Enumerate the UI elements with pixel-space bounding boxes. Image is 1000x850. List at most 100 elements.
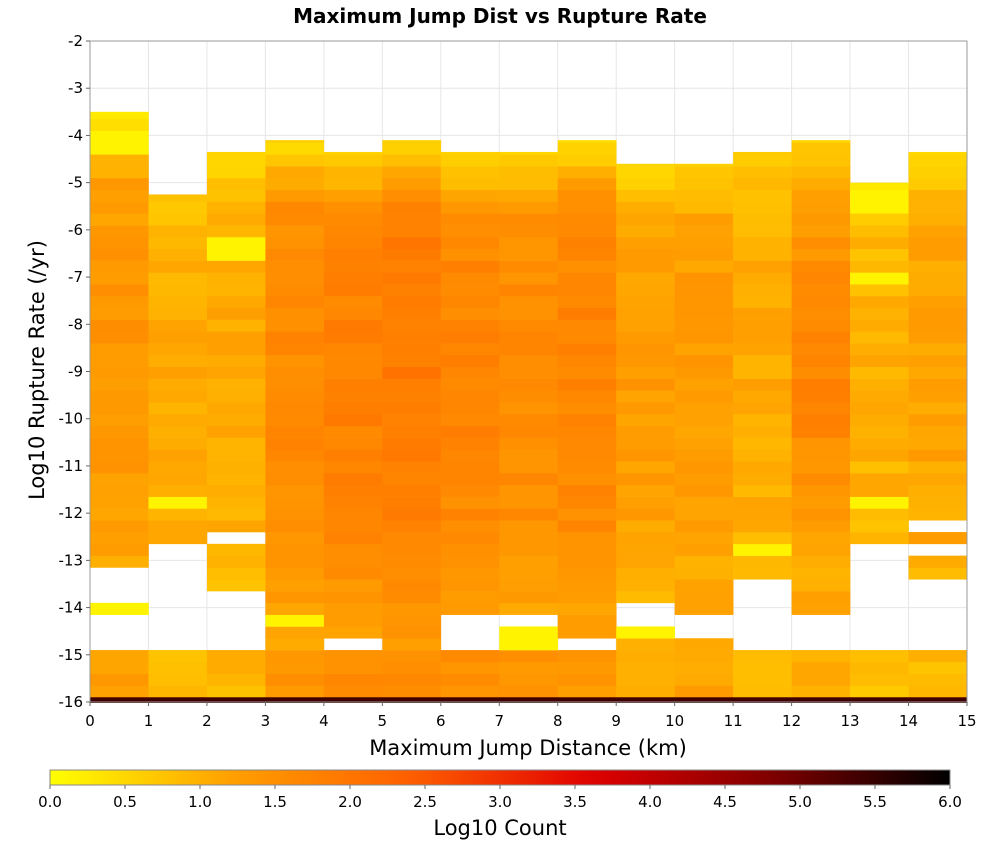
heatmap-cell (616, 177, 675, 191)
heatmap-cell (148, 508, 208, 521)
heatmap-cell (265, 449, 325, 462)
heatmap-cell (616, 473, 675, 486)
heatmap-cell (90, 437, 149, 450)
heatmap-cell (206, 496, 266, 509)
heatmap-cell (382, 366, 442, 379)
heatmap-cell (616, 437, 675, 450)
heatmap-cell (674, 343, 734, 356)
x-tick-label: 1 (144, 712, 154, 730)
heatmap-cell (557, 425, 617, 438)
heatmap-cell (90, 225, 149, 238)
heatmap-cell (440, 343, 500, 356)
heatmap-cell (791, 272, 851, 285)
heatmap-cell (733, 661, 792, 674)
heatmap-cell (908, 425, 968, 438)
heatmap-cell (908, 213, 968, 226)
heatmap-cell (90, 307, 149, 320)
heatmap-cell (382, 579, 442, 592)
heatmap-cell (206, 378, 266, 391)
heatmap-cell (265, 307, 325, 320)
heatmap-cell (382, 402, 442, 415)
heatmap-cell (557, 602, 617, 615)
heatmap-cell (90, 295, 149, 309)
heatmap-cell (440, 484, 500, 497)
heatmap-cell (148, 402, 208, 415)
heatmap-cell (265, 685, 325, 698)
heatmap-cell (908, 166, 968, 179)
heatmap-cell (499, 579, 559, 592)
heatmap-cell (323, 484, 383, 497)
heatmap-cell (265, 661, 325, 674)
heatmap-cell (791, 378, 851, 391)
heatmap-cell (499, 532, 559, 545)
heatmap-cell (148, 437, 208, 450)
heatmap-cell (616, 402, 675, 415)
heatmap-cell (557, 201, 617, 214)
heatmap-cell (382, 154, 442, 167)
heatmap-cell (616, 567, 675, 580)
heatmap-cell (674, 201, 734, 214)
heatmap-cell (616, 591, 675, 604)
heatmap-cell (557, 189, 617, 202)
heatmap-cell (499, 319, 559, 332)
heatmap-cell (850, 461, 909, 474)
heatmap-cell (850, 425, 909, 438)
heatmap-cell (850, 189, 909, 202)
heatmap-cell (323, 673, 383, 686)
heatmap-cell (323, 154, 383, 167)
heatmap-cell (440, 366, 500, 379)
heatmap-cell (557, 166, 617, 179)
heatmap-cell (674, 163, 734, 167)
heatmap-cell (265, 555, 325, 568)
heatmap-cell (382, 142, 442, 155)
heatmap-cell (791, 685, 851, 698)
heatmap-cell (148, 685, 208, 698)
heatmap-cell (850, 343, 909, 356)
heatmap-cell (265, 614, 325, 627)
heatmap-cell (674, 661, 734, 674)
heatmap-cell (265, 484, 325, 497)
heatmap-cell (148, 295, 208, 309)
y-axis-ticks: -2 -3 -4 -5 -6 -7 -8 -9 -10 -11 -12 -13 -14 -15 -16 (59, 32, 90, 711)
heatmap-cell (499, 567, 559, 580)
heatmap-cell (557, 177, 617, 191)
heatmap-cell (440, 272, 500, 285)
heatmap-cell (791, 366, 851, 379)
heatmap-cell (148, 319, 208, 332)
heatmap-cell (440, 449, 500, 462)
heatmap-cell (733, 473, 792, 486)
heatmap-cell (674, 484, 734, 497)
heatmap-cell (733, 213, 792, 226)
heatmap-cell (791, 579, 851, 592)
heatmap-cell (323, 602, 383, 615)
heatmap-cell (440, 225, 500, 238)
heatmap-cell (265, 543, 325, 556)
colorbar-tick-label: 3.0 (488, 793, 512, 811)
heatmap-cell (440, 331, 500, 344)
heatmap-bottom-row (90, 697, 967, 703)
heatmap-cell (382, 166, 442, 179)
heatmap-cell (616, 626, 675, 639)
heatmap-cell (440, 413, 500, 427)
x-tick-label: 4 (319, 712, 329, 730)
heatmap-cell (382, 378, 442, 391)
x-tick-label: 8 (553, 712, 563, 730)
heatmap-cell (206, 343, 266, 356)
heatmap-cell (382, 295, 442, 309)
heatmap-cells (90, 111, 968, 703)
heatmap-cell (382, 140, 442, 143)
heatmap-cell (206, 201, 266, 214)
heatmap-cell (265, 354, 325, 368)
heatmap-cell (265, 591, 325, 604)
colorbar-tick-label: 6.0 (938, 793, 962, 811)
heatmap-cell (265, 260, 325, 273)
heatmap-cell (265, 520, 325, 533)
colorbar-tick-label: 0.5 (113, 793, 137, 811)
heatmap-cell (440, 236, 500, 250)
heatmap-cell (674, 543, 734, 556)
heatmap-cell (382, 673, 442, 686)
heatmap-cell (850, 449, 909, 462)
heatmap-cell (440, 661, 500, 674)
heatmap-cell (323, 201, 383, 214)
heatmap-cell (733, 650, 792, 663)
